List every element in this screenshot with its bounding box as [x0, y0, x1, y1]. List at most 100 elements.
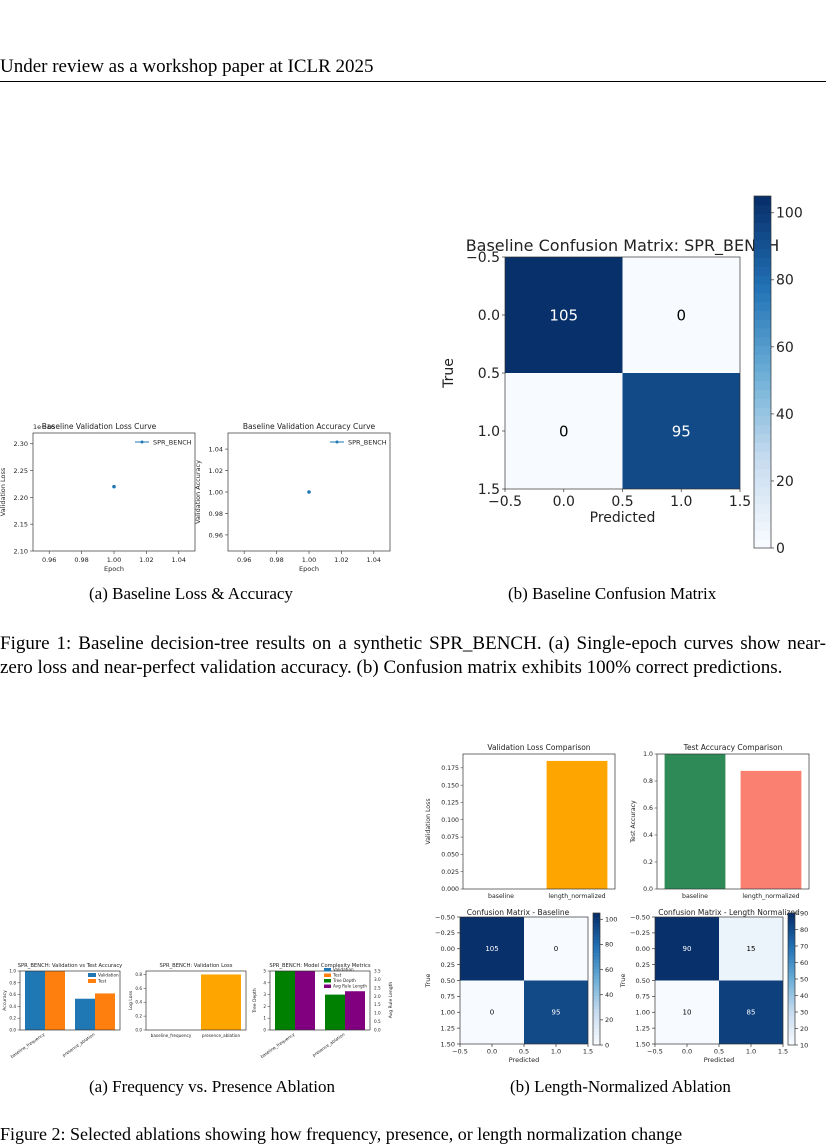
colorbar-segment: [788, 1031, 795, 1036]
colorbar-segment: [593, 1038, 600, 1043]
chart-title: SPR_BENCH: Validation Loss: [160, 963, 233, 969]
y-tick-label: 0.4: [643, 832, 653, 839]
colorbar-segment: [788, 952, 795, 957]
colorbar-segment: [754, 512, 771, 523]
bar: [25, 971, 45, 1030]
colorbar-segment: [788, 942, 795, 947]
legend-label: Validation: [333, 967, 354, 972]
x-tick-label: 0.96: [237, 556, 251, 564]
cell-value: 0: [676, 306, 686, 324]
confusion-matrix-baseline-plot: Confusion Matrix - Baseline 105 0 0 95 −0.5 0.…: [425, 908, 617, 1064]
y-tick-label: 3: [263, 992, 266, 997]
colorbar-tick-label: 0: [776, 541, 785, 557]
colorbar-tick-label: 0: [605, 1041, 609, 1049]
colorbar-segment: [788, 965, 795, 970]
colorbar-tick-label: 40: [605, 991, 613, 999]
chart-title: SPR_BENCH: Model Complexity Metrics: [269, 963, 371, 969]
legend-label: Avg Rule Length: [333, 984, 367, 989]
bar: [345, 991, 365, 1030]
y-tick-label: 0.96: [209, 531, 223, 539]
y-tick-label: 0.25: [441, 961, 455, 969]
colorbar-segment: [788, 979, 795, 983]
x-tick-label: 1.00: [302, 556, 316, 564]
colorbar-segment: [754, 380, 771, 391]
colorbar-segment: [754, 292, 771, 303]
y-axis-label: Tree Depth: [252, 988, 258, 1014]
y-tick-label: 0.0: [478, 308, 500, 324]
colorbar-segment: [754, 389, 771, 399]
colorbar-segment: [593, 922, 600, 927]
colorbar-segment: [788, 1038, 795, 1043]
validation-loss-plot: SPR_BENCH: Validation Loss 0.0 0.2 0.4 0.6 0.…: [128, 963, 247, 1038]
cell-value: 95: [672, 422, 691, 440]
colorbar-tick-label: 20: [800, 1025, 808, 1033]
colorbar-segment: [593, 975, 600, 980]
colorbar-segment: [754, 521, 771, 531]
heatmap-cell: [460, 917, 524, 981]
legend-label: Test: [97, 979, 107, 984]
colorbar-segment: [593, 965, 600, 970]
y-tick-label: −0.5: [466, 250, 500, 266]
colorbar-segment: [593, 1025, 600, 1029]
heatmap-cell: [719, 980, 783, 1044]
y-tick-label: 0.025: [441, 869, 459, 876]
colorbar-segment: [788, 949, 795, 954]
colorbar-segment: [788, 1025, 795, 1029]
y-tick-label: 0.100: [441, 817, 459, 824]
baseline-confusion-heatmap: Baseline Confusion Matrix: SPR_BENCH 105 0…: [441, 195, 803, 557]
colorbar-segment: [754, 345, 771, 355]
y-tick-label: −0.25: [435, 929, 455, 937]
y-tick-label: 0.98: [209, 510, 223, 518]
colorbar-segment: [754, 275, 771, 285]
test-accuracy-comparison-plot: Test Accuracy Comparison 0.0 0.2 0.4 0.6 0.8 1…: [630, 743, 810, 900]
y-axis-label: Validation Loss: [425, 798, 432, 844]
x-tick-label: 0.0: [553, 494, 575, 510]
colorbar-tick-label: 40: [800, 992, 808, 1000]
x-tick-label: 0.5: [611, 494, 633, 510]
data-point: [307, 490, 311, 494]
colorbar-tick-label: 80: [605, 941, 613, 949]
y2-axis-label: Avg Rule Length: [388, 982, 394, 1019]
legend-swatch: [324, 984, 331, 988]
bar: [75, 998, 95, 1030]
y-tick-label: 0.25: [636, 961, 650, 969]
y-tick-label: −0.50: [435, 913, 455, 921]
colorbar-tick-label: 60: [605, 966, 613, 974]
y-axis-label: True: [425, 974, 432, 989]
colorbar-segment: [593, 1031, 600, 1036]
y-tick-label: 0.0: [9, 1027, 16, 1032]
fig2a-subcaption: (a) Frequency vs. Presence Ablation: [89, 1077, 335, 1096]
y-tick-label: 2.30: [14, 440, 28, 448]
colorbar-segment: [593, 998, 600, 1003]
y-tick-label: 0.8: [9, 980, 16, 985]
x-tick-label: baseline_frequency: [259, 1031, 296, 1059]
y-tick-label: 2.20: [14, 494, 28, 502]
colorbar-segment: [754, 486, 771, 496]
heatmap-cell: [505, 373, 623, 489]
legend-label: SPR_BENCH: [153, 439, 192, 447]
colorbar-segment: [754, 433, 771, 443]
x-tick-label: 0.5: [519, 1048, 529, 1056]
x-tick-label: presence_ablation: [61, 1032, 95, 1058]
legend-swatch: [324, 979, 331, 983]
cell-value: 0: [490, 1009, 494, 1017]
legend-marker: [335, 440, 339, 444]
colorbar-tick-label: 60: [800, 959, 808, 967]
x-tick-label: −0.5: [488, 494, 522, 510]
y-tick-label: 0.050: [441, 852, 459, 859]
colorbar-segment: [788, 1005, 795, 1010]
colorbar-segment: [754, 310, 771, 320]
colorbar-segment: [593, 992, 600, 996]
cell-value: 95: [552, 1009, 561, 1017]
colorbar-segment: [788, 929, 795, 934]
y-tick-label: 0.125: [441, 800, 459, 807]
x-tick-label: baseline_frequency: [9, 1031, 46, 1059]
y-tick-label: −0.25: [630, 929, 650, 937]
cell-value: 15: [747, 945, 756, 953]
y-tick-label: 0.0: [643, 886, 653, 893]
colorbar-tick-label: 80: [776, 273, 794, 289]
colorbar-tick-label: 20: [776, 474, 794, 490]
